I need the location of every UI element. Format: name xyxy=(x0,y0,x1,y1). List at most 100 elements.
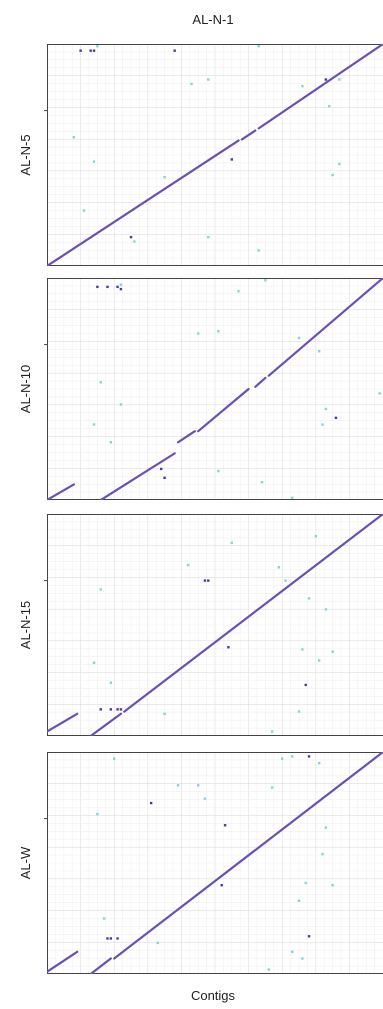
alignment-point xyxy=(116,937,119,940)
alignment-point xyxy=(307,597,311,600)
alignment-point xyxy=(163,176,166,179)
alignment-point xyxy=(79,49,82,52)
alignment-point xyxy=(119,283,123,286)
alignment-point xyxy=(72,136,76,139)
panel-2: AL-N-10 xyxy=(18,278,383,500)
alignment-point xyxy=(317,659,321,662)
plot-area xyxy=(47,752,383,974)
alignment-point xyxy=(173,49,176,52)
alignment-point xyxy=(307,755,311,758)
alignment-point xyxy=(119,403,123,406)
alignment-segment xyxy=(89,957,112,974)
alignment-point xyxy=(230,158,233,161)
y-axis-label: AL-N-15 xyxy=(18,601,33,649)
alignment-point xyxy=(129,235,133,239)
alignment-point xyxy=(334,416,338,420)
alignment-segment xyxy=(89,712,123,736)
alignment-point xyxy=(331,173,334,177)
y-axis-label: AL-N-10 xyxy=(18,365,33,413)
alignment-point xyxy=(257,249,260,252)
alignment-point xyxy=(207,579,210,582)
alignment-point xyxy=(102,917,106,920)
grid xyxy=(47,752,383,974)
alignment-segment xyxy=(47,139,240,266)
alignment-point xyxy=(264,279,267,282)
alignment-point xyxy=(270,786,274,789)
plot-area xyxy=(47,278,383,500)
alignment-point xyxy=(163,712,166,715)
alignment-point xyxy=(301,648,304,651)
alignment-point xyxy=(281,757,284,760)
alignment-point xyxy=(227,646,230,649)
alignment-segment xyxy=(254,376,267,388)
grid xyxy=(47,44,383,266)
alignment-segment xyxy=(240,129,257,141)
alignment-point xyxy=(304,881,307,885)
alignment-point xyxy=(203,579,207,582)
alignment-segment xyxy=(123,514,383,713)
alignment-point xyxy=(237,290,240,293)
alignment-point xyxy=(207,78,210,81)
alignment-point xyxy=(291,950,294,953)
alignment-point xyxy=(207,235,210,239)
alignment-point xyxy=(220,884,223,887)
alignment-point xyxy=(297,710,301,713)
alignment-segment xyxy=(99,452,176,500)
alignment-point xyxy=(331,650,334,653)
alignment-point xyxy=(304,683,307,687)
alignment-point xyxy=(92,661,96,664)
alignment-segment xyxy=(47,712,79,733)
panel-frame xyxy=(47,44,383,266)
alignment-point xyxy=(149,801,153,805)
alignment-point xyxy=(230,541,233,545)
panel-3: AL-N-15 xyxy=(18,514,383,736)
alignment-point xyxy=(328,104,331,108)
alignment-point xyxy=(277,566,281,569)
alignment-point xyxy=(106,285,109,289)
panel-frame xyxy=(47,752,383,974)
alignment-point xyxy=(160,467,163,471)
alignment-point xyxy=(338,162,341,166)
alignment-point xyxy=(89,49,92,52)
panel-frame xyxy=(47,278,383,500)
alignment-point xyxy=(301,957,304,960)
alignment-point xyxy=(321,423,324,426)
alignment-point xyxy=(321,852,324,856)
alignment-segment xyxy=(197,387,250,433)
alignment-point xyxy=(116,708,119,711)
alignment-point xyxy=(96,285,99,289)
alignment-point xyxy=(284,579,287,582)
alignment-point xyxy=(92,423,96,426)
plot-area xyxy=(47,514,383,736)
alignment-point xyxy=(99,708,102,711)
alignment-point xyxy=(217,469,220,473)
alignment-point xyxy=(109,708,113,711)
alignment-point xyxy=(260,481,264,484)
alignment-point xyxy=(291,755,294,758)
panel-frame xyxy=(47,514,383,736)
alignment-segment xyxy=(47,483,75,500)
alignment-point xyxy=(324,608,328,611)
alignment-point xyxy=(324,78,328,81)
alignment-point xyxy=(197,784,200,787)
alignment-point xyxy=(99,381,102,384)
alignment-point xyxy=(109,681,113,684)
alignment-point xyxy=(324,407,328,411)
alignment-segment xyxy=(267,278,383,377)
alignment-segment xyxy=(113,752,383,960)
alignment-point xyxy=(307,935,311,938)
alignment-point xyxy=(297,899,301,902)
alignment-point xyxy=(338,78,341,81)
y-axis-label: AL-N-5 xyxy=(18,134,33,175)
plot-area xyxy=(47,44,383,266)
x-axis-label: Contigs xyxy=(191,988,236,1003)
alignment-point xyxy=(317,761,321,765)
alignment-point xyxy=(109,937,113,940)
grid xyxy=(47,514,383,736)
alignment-point xyxy=(301,84,304,88)
alignment-point xyxy=(92,160,96,163)
alignment-point xyxy=(92,49,96,52)
alignment-point xyxy=(257,45,260,48)
alignment-point xyxy=(119,708,123,711)
